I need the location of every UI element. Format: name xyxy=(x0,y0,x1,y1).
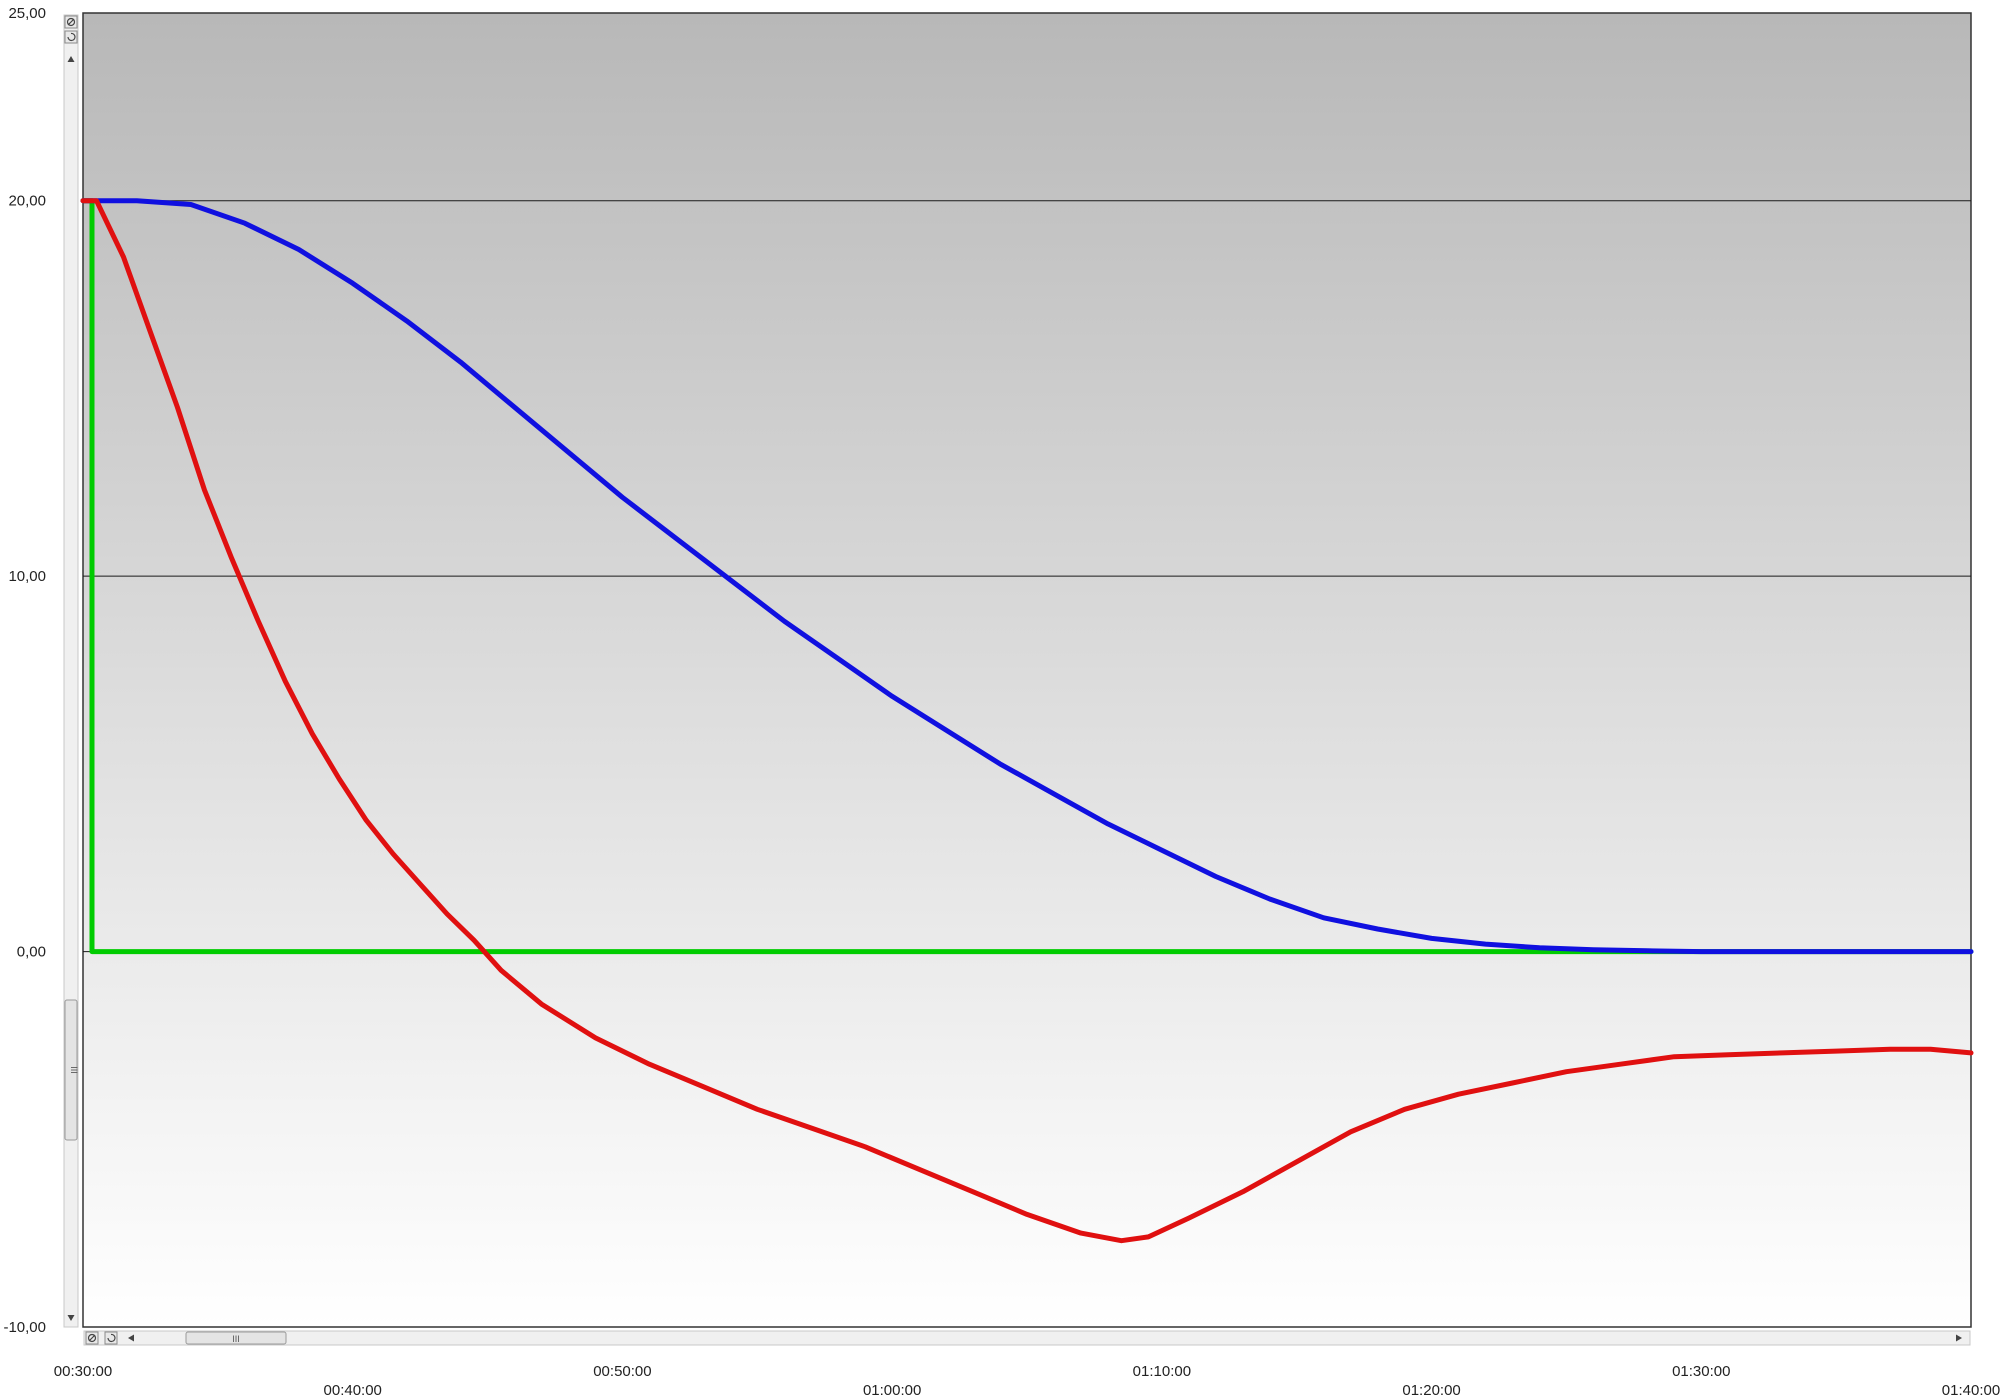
zoom-reset-icon[interactable] xyxy=(64,15,78,29)
x-tick-label: 01:20:00 xyxy=(1402,1382,1460,1398)
vertical-scrollbar[interactable]: III xyxy=(63,14,79,1328)
y-tick-label: 25,00 xyxy=(8,5,46,22)
horizontal-scrollbar[interactable]: III xyxy=(83,1330,1971,1346)
x-tick-label: 01:40:00 xyxy=(1942,1382,2000,1398)
x-tick-label: 01:10:00 xyxy=(1133,1363,1191,1380)
zoom-undo-icon[interactable] xyxy=(64,30,78,44)
series-line-2 xyxy=(80,198,1974,955)
x-tick-label: 00:30:00 xyxy=(54,1363,112,1380)
x-tick-label: 01:30:00 xyxy=(1672,1363,1730,1380)
horizontal-thumb-grip: III xyxy=(232,1334,240,1344)
y-tick-label: -10,00 xyxy=(3,1319,46,1336)
y-axis-ticks: 25,00 20,00 10,00 0,00 -10,00 xyxy=(3,5,46,1336)
x-tick-label: 01:00:00 xyxy=(863,1382,921,1398)
y-tick-label: 10,00 xyxy=(8,568,46,585)
plot-area xyxy=(82,12,1972,1328)
x-axis-ticks: 00:30:00 00:40:00 00:50:00 01:00:00 01:10:00… xyxy=(54,1363,2000,1398)
horizontal-scroll-thumb[interactable]: III xyxy=(185,1331,287,1345)
zoom-reset-icon[interactable] xyxy=(85,1331,99,1345)
x-tick-label: 00:40:00 xyxy=(324,1382,382,1398)
y-tick-label: 0,00 xyxy=(17,944,46,961)
scroll-left-arrow-icon[interactable] xyxy=(128,1334,134,1342)
zoom-undo-icon[interactable] xyxy=(104,1331,118,1345)
x-tick-label: 00:50:00 xyxy=(593,1363,651,1380)
scroll-right-arrow-icon[interactable] xyxy=(1956,1334,1962,1342)
series-layer xyxy=(80,198,1974,1244)
scroll-down-arrow-icon[interactable] xyxy=(67,1315,75,1321)
series-line-3 xyxy=(80,198,1974,1244)
vertical-scroll-thumb[interactable]: III xyxy=(64,999,79,1141)
scroll-up-arrow-icon[interactable] xyxy=(67,56,75,62)
vertical-thumb-grip: III xyxy=(69,1066,79,1074)
y-tick-label: 20,00 xyxy=(8,193,46,210)
